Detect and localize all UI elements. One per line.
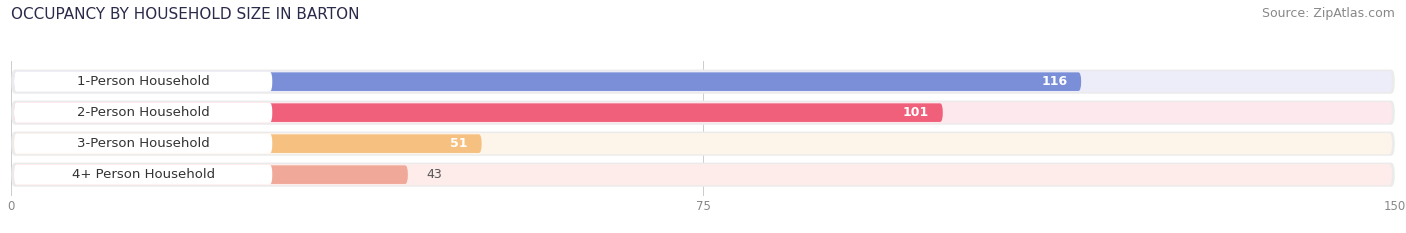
FancyBboxPatch shape xyxy=(14,72,273,91)
FancyBboxPatch shape xyxy=(14,134,273,153)
FancyBboxPatch shape xyxy=(14,134,482,153)
FancyBboxPatch shape xyxy=(14,103,943,122)
FancyBboxPatch shape xyxy=(11,132,1395,156)
FancyBboxPatch shape xyxy=(11,163,1395,187)
Text: Source: ZipAtlas.com: Source: ZipAtlas.com xyxy=(1261,7,1395,20)
FancyBboxPatch shape xyxy=(14,102,1392,123)
Text: 43: 43 xyxy=(426,168,441,181)
FancyBboxPatch shape xyxy=(14,72,1081,91)
Text: 4+ Person Household: 4+ Person Household xyxy=(72,168,215,181)
FancyBboxPatch shape xyxy=(14,133,1392,154)
Text: 101: 101 xyxy=(903,106,929,119)
Text: OCCUPANCY BY HOUSEHOLD SIZE IN BARTON: OCCUPANCY BY HOUSEHOLD SIZE IN BARTON xyxy=(11,7,360,22)
FancyBboxPatch shape xyxy=(14,165,408,184)
Text: 51: 51 xyxy=(450,137,468,150)
FancyBboxPatch shape xyxy=(14,71,1392,92)
FancyBboxPatch shape xyxy=(14,103,273,122)
Text: 1-Person Household: 1-Person Household xyxy=(77,75,209,88)
Text: 3-Person Household: 3-Person Household xyxy=(77,137,209,150)
FancyBboxPatch shape xyxy=(14,164,1392,185)
FancyBboxPatch shape xyxy=(11,101,1395,125)
FancyBboxPatch shape xyxy=(14,165,273,184)
Text: 2-Person Household: 2-Person Household xyxy=(77,106,209,119)
Text: 116: 116 xyxy=(1042,75,1067,88)
FancyBboxPatch shape xyxy=(11,70,1395,94)
